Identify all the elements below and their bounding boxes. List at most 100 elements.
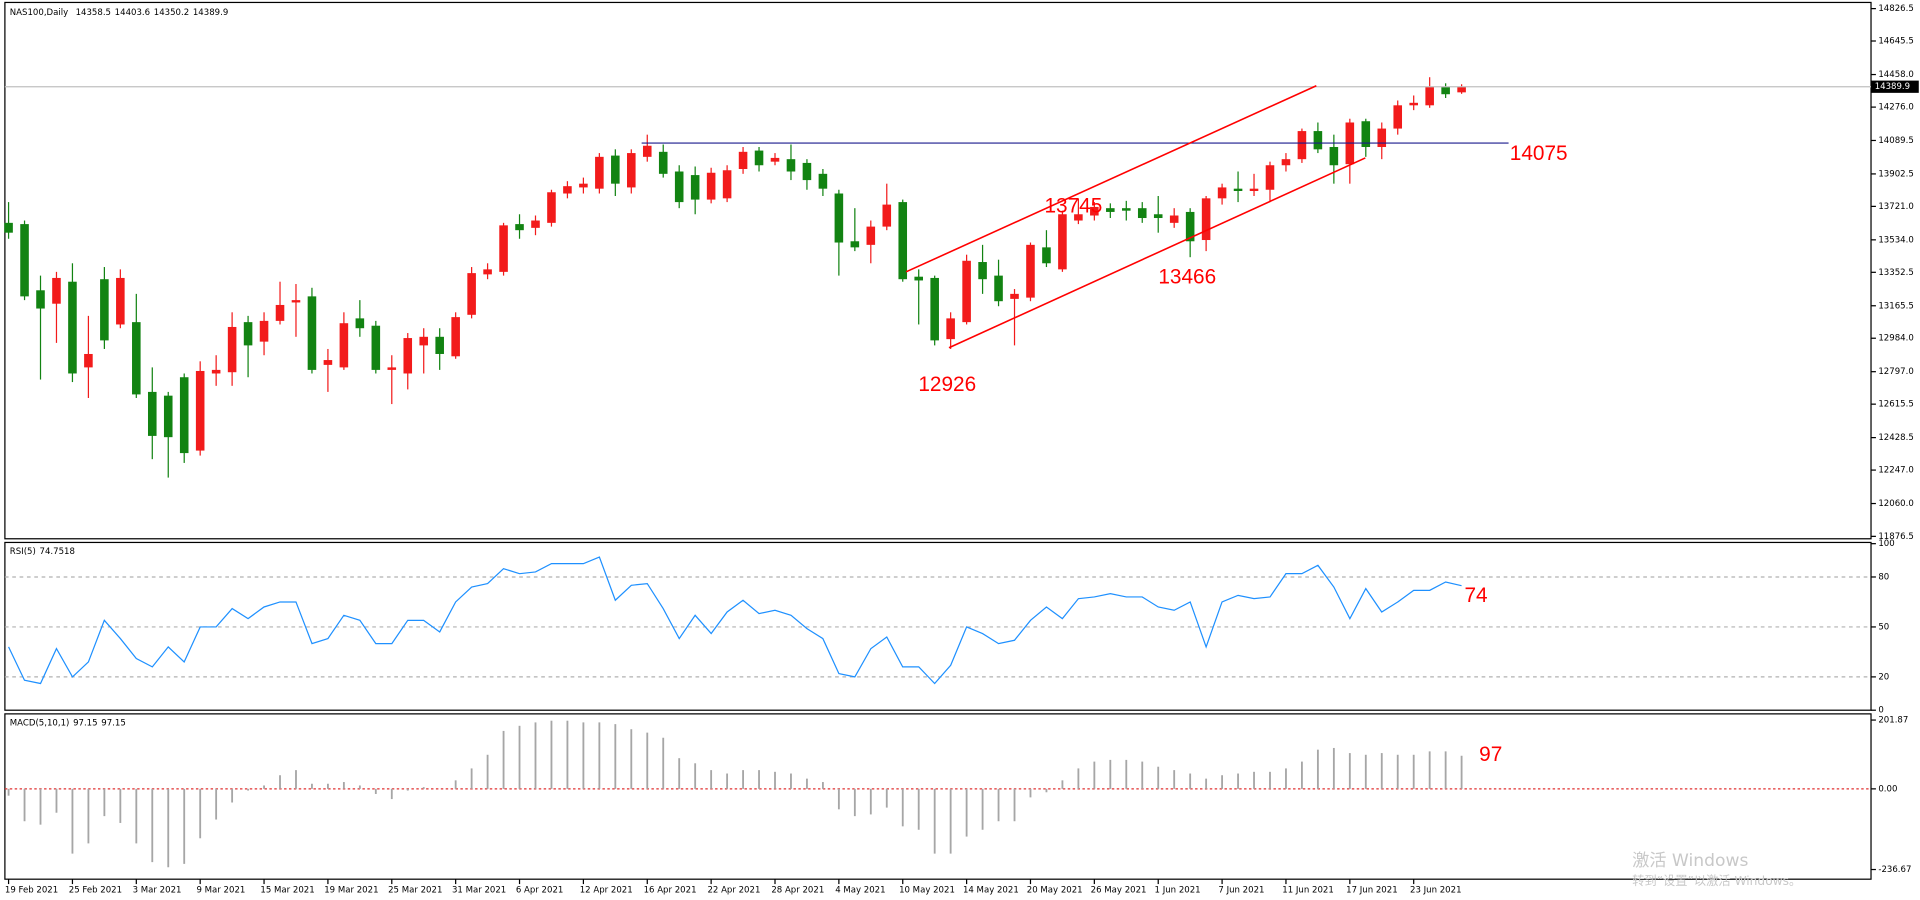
x-tick-label: 17 Jun 2021	[1346, 886, 1398, 896]
last-low: 14350.2	[154, 8, 189, 18]
x-tick-label: 16 Apr 2021	[644, 886, 697, 896]
rsi-name: RSI(5)	[10, 547, 36, 557]
y-tick-label: 13165.5	[1878, 301, 1913, 311]
channel-lower	[948, 157, 1366, 349]
y-tick-label: 80	[1878, 572, 1889, 582]
annotation: 97	[1479, 743, 1502, 766]
x-tick-label: 22 Apr 2021	[707, 886, 760, 896]
x-tick-label: 4 May 2021	[835, 886, 885, 896]
y-tick-label: 14458.0	[1878, 70, 1913, 80]
y-tick-label: 0	[1878, 706, 1883, 716]
candle-body	[770, 157, 780, 162]
candle-body	[483, 269, 492, 275]
candle-body	[100, 279, 109, 341]
candle-body	[946, 318, 955, 340]
candle-body	[371, 325, 381, 370]
candle-body	[419, 336, 429, 346]
last-open: 14358.5	[76, 8, 111, 18]
candle-body	[1169, 215, 1179, 223]
macd-panel	[4, 713, 1872, 880]
channel-upper	[905, 84, 1317, 273]
candle-body	[834, 193, 844, 243]
x-tick-label: 19 Feb 2021	[5, 886, 58, 896]
candle-body	[850, 241, 860, 248]
candle-body	[275, 304, 285, 321]
candle-body	[627, 153, 636, 188]
rsi-last: 74.7518	[40, 547, 75, 557]
x-tick-label: 28 Apr 2021	[771, 886, 824, 896]
x-tick-label: 23 Jun 2021	[1410, 886, 1462, 896]
candle-body	[930, 277, 939, 341]
x-tick-label: 31 Mar 2021	[452, 886, 506, 896]
candle-body	[579, 183, 588, 188]
candle-body	[515, 224, 524, 231]
y-tick-label: 12797.0	[1878, 367, 1913, 377]
macd-name: MACD(5,10,1)	[10, 718, 70, 728]
candle-body	[163, 395, 173, 438]
y-tick-label: 13902.5	[1878, 169, 1913, 179]
candle-body	[52, 277, 61, 304]
candle-body	[147, 391, 157, 436]
candle-body	[227, 326, 237, 373]
y-tick-label: 12060.0	[1878, 499, 1913, 509]
candle-body	[547, 192, 556, 223]
x-tick-label: 19 Mar 2021	[324, 886, 378, 896]
x-tick-label: 12 Apr 2021	[580, 886, 633, 896]
candle-body	[499, 225, 508, 272]
candle-body	[355, 318, 365, 329]
macd-signal: 97.15	[101, 718, 126, 728]
y-tick-label: 12615.5	[1878, 400, 1913, 410]
y-tick-label: 20	[1878, 672, 1889, 682]
candle-body	[611, 155, 620, 184]
candle-body	[994, 275, 1003, 302]
candle-body	[722, 170, 732, 199]
candle-body	[387, 367, 397, 370]
candle-body	[1281, 159, 1291, 166]
y-tick-label: 201.87	[1878, 716, 1908, 726]
y-tick-label: 0.00	[1878, 784, 1897, 794]
candle-body	[786, 159, 796, 172]
candle-body	[1122, 208, 1131, 211]
candle-body	[1329, 146, 1339, 166]
x-tick-label: 20 May 2021	[1027, 886, 1083, 896]
candle-body	[754, 150, 764, 166]
candle-body	[1201, 198, 1211, 241]
candle-body	[1249, 188, 1259, 192]
x-tick-label: 25 Mar 2021	[388, 886, 442, 896]
candle-body	[818, 173, 828, 189]
candle-body	[259, 320, 269, 342]
candle-body	[451, 317, 460, 357]
candle-body	[1425, 86, 1434, 106]
candle-body	[36, 290, 45, 309]
candle-body	[802, 162, 812, 181]
candle-body	[1137, 208, 1147, 219]
x-tick-label: 10 May 2021	[899, 886, 955, 896]
y-tick-label: 100	[1878, 539, 1894, 549]
candle-body	[738, 151, 748, 170]
x-tick-label: 3 Mar 2021	[133, 886, 182, 896]
x-tick-label: 26 May 2021	[1091, 886, 1147, 896]
watermark-subtitle: 转到“设置”以激活 Windows。	[1632, 873, 1801, 888]
rsi-line	[8, 556, 1462, 685]
candle-body	[1106, 208, 1115, 212]
candle-body	[1026, 244, 1035, 298]
candle-body	[595, 156, 604, 189]
rsi-header: RSI(5) 74.7518	[10, 547, 75, 557]
candle-body	[116, 277, 125, 325]
candle-body	[1233, 188, 1243, 192]
x-tick-label: 7 Jun 2021	[1218, 886, 1264, 896]
candle-body	[866, 226, 876, 245]
candle-body	[1058, 214, 1067, 270]
candle-body	[674, 171, 684, 203]
y-tick-label: 50	[1878, 622, 1889, 632]
y-tick-label: 14276.0	[1878, 103, 1913, 113]
candle-body	[435, 336, 444, 354]
candle-body	[1042, 247, 1051, 264]
x-tick-label: 25 Feb 2021	[69, 886, 122, 896]
candle-body	[68, 281, 77, 374]
symbol: NAS100,Daily	[10, 8, 68, 18]
y-tick-label: 13534.0	[1878, 235, 1913, 245]
candle-body	[531, 220, 540, 228]
